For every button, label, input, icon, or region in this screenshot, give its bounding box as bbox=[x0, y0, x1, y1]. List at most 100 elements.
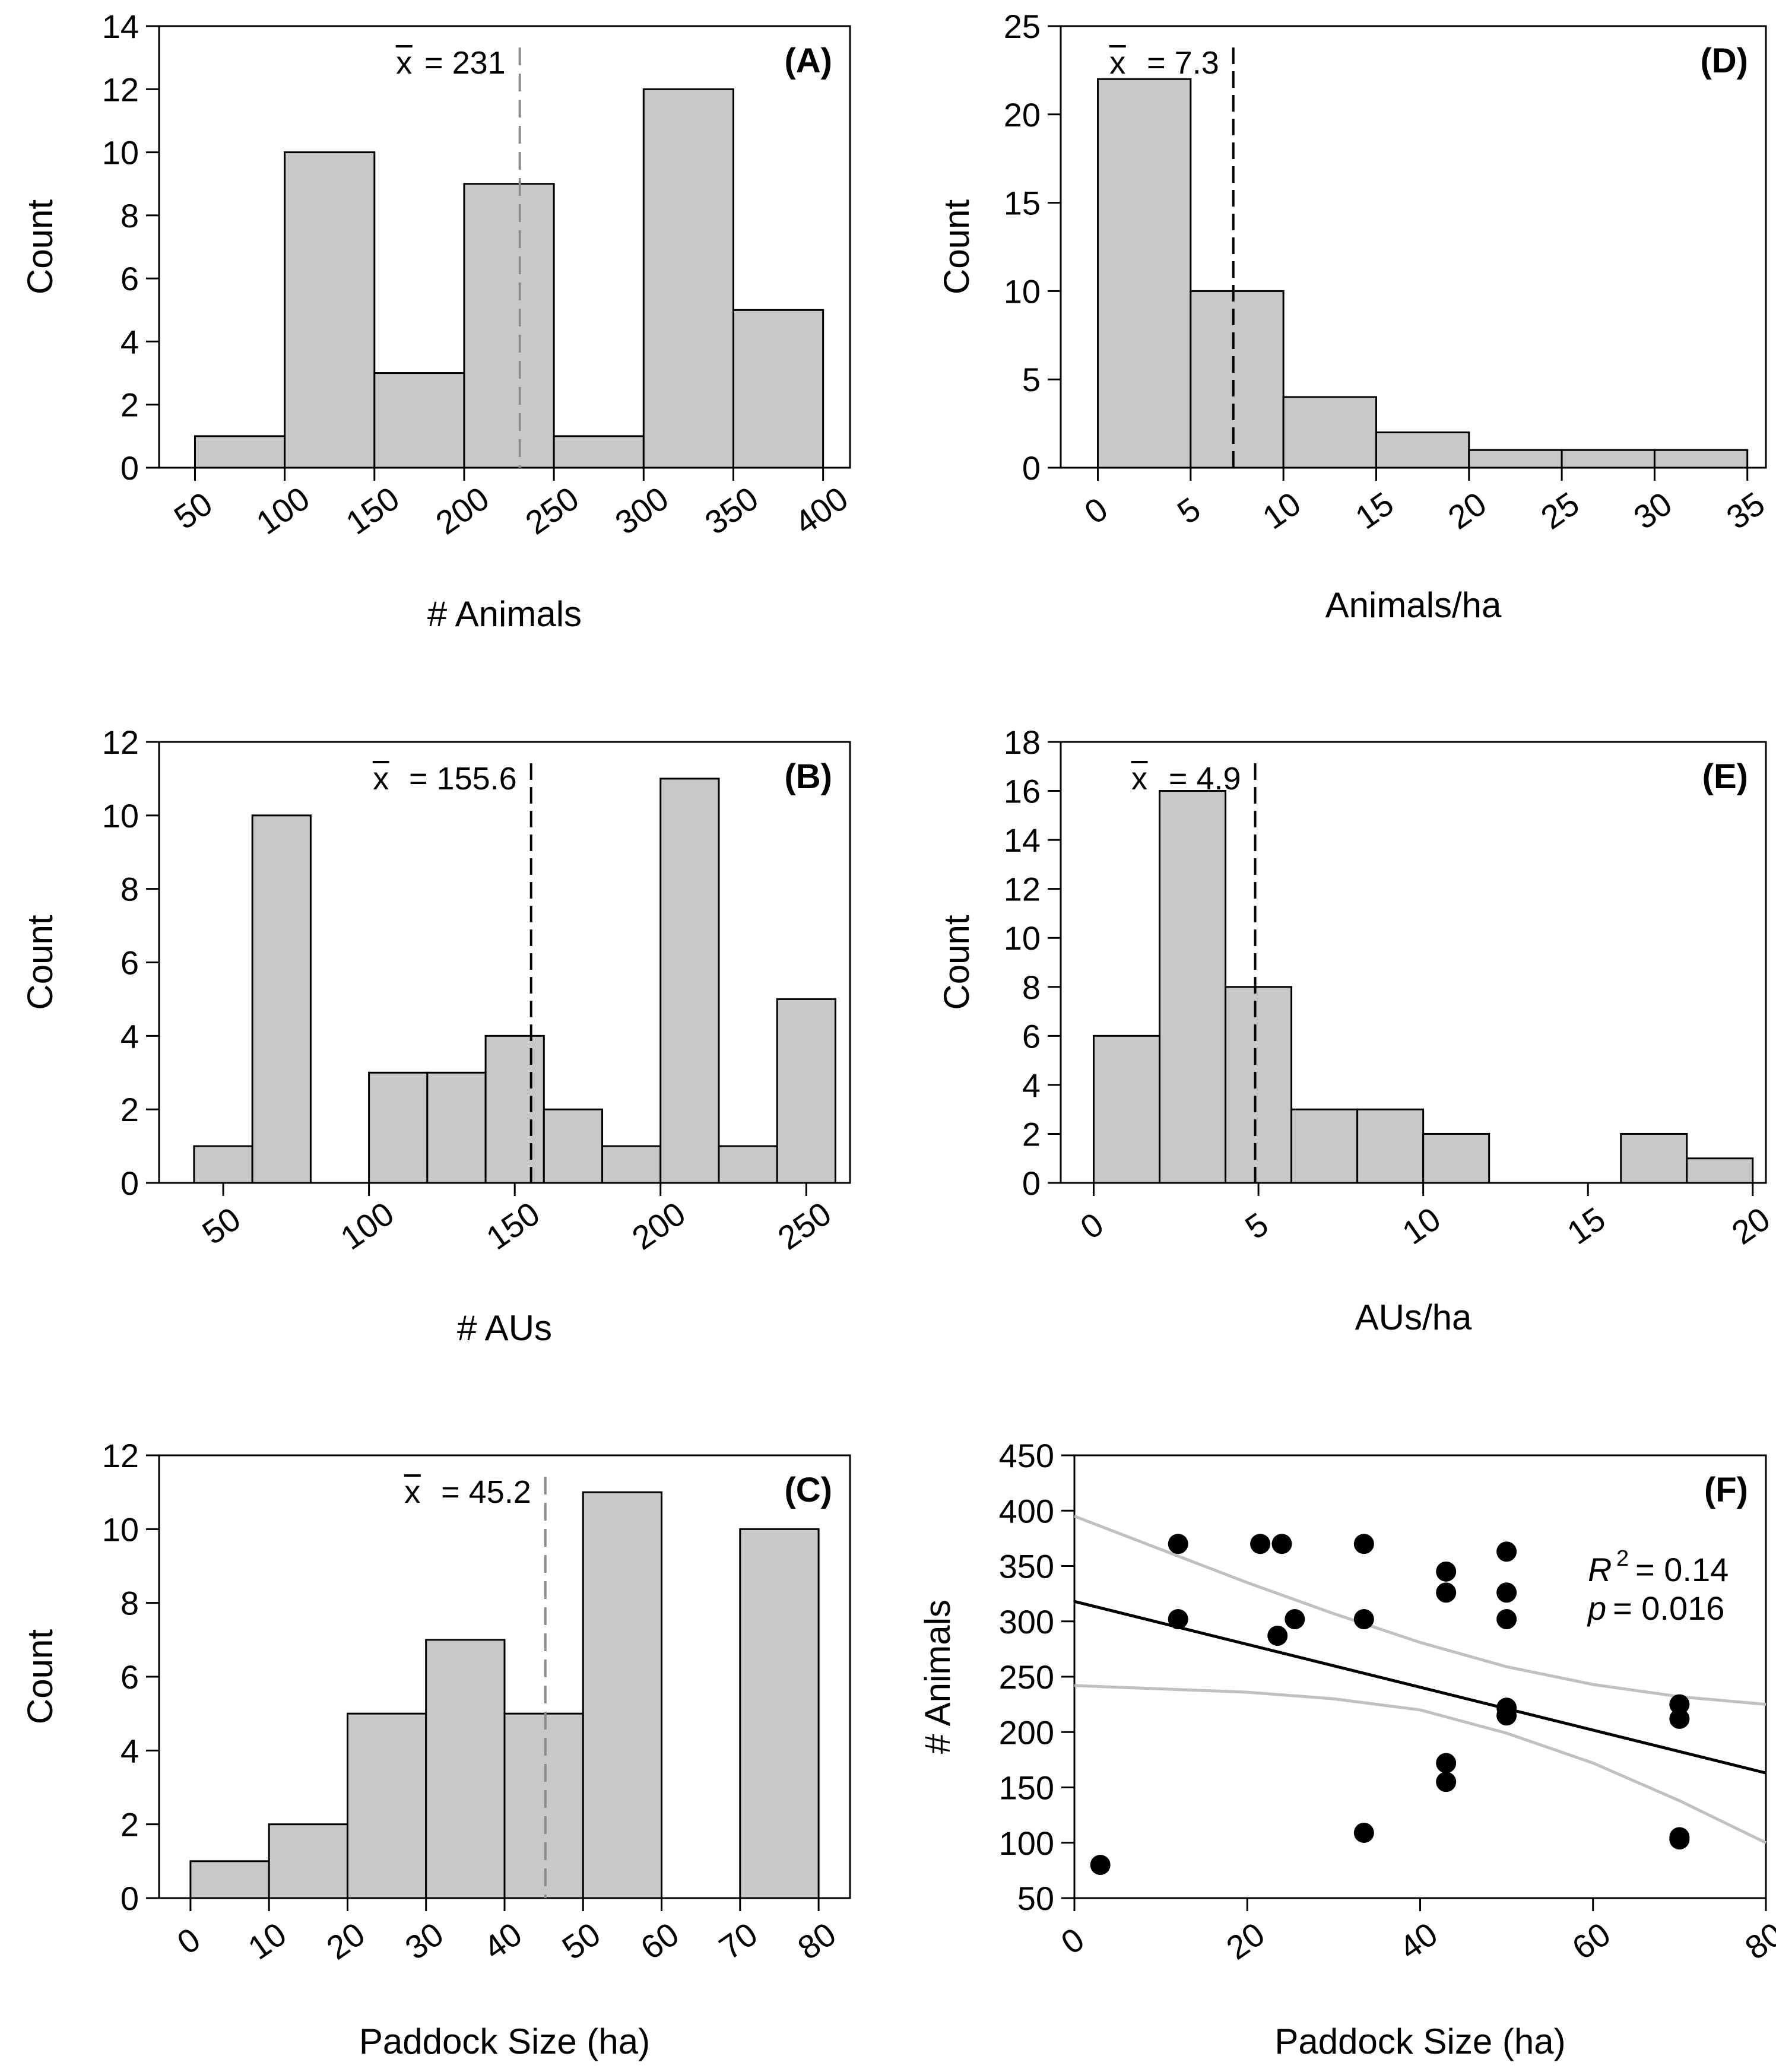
y-tick-label: 2 bbox=[120, 386, 139, 424]
histogram-bar bbox=[601, 1145, 662, 1184]
panel-d: 0 5 10 15 20 25 0 5 10 15 20 25 30 35 Animals/ha Count (… bbox=[937, 8, 1771, 625]
x-tick-label: 15 bbox=[1349, 484, 1400, 536]
panel-label: (D) bbox=[1700, 42, 1748, 80]
mean-symbol: x bbox=[404, 1474, 420, 1510]
ci-lower-line bbox=[1074, 1684, 1767, 1845]
y-tick-label: 0 bbox=[1022, 449, 1041, 487]
histogram-bar bbox=[193, 1145, 253, 1184]
y-tick-label: 25 bbox=[1004, 8, 1041, 45]
y-tick-label: 5 bbox=[1022, 361, 1041, 398]
histogram-bar bbox=[1561, 449, 1656, 469]
x-tick-label: 20 bbox=[1725, 1200, 1776, 1251]
histogram-bar bbox=[368, 1071, 429, 1184]
x-tick-label: 60 bbox=[634, 1915, 686, 1966]
x-tick-label: 50 bbox=[556, 1915, 607, 1966]
panel-a: 0 2 4 6 8 10 12 14 50 100 150 200 250 300 350 400 # Anim… bbox=[20, 8, 855, 634]
panel-label: (F) bbox=[1704, 1471, 1748, 1509]
y-tick-label: 12 bbox=[102, 724, 139, 761]
histogram-bar bbox=[776, 998, 836, 1184]
x-tick-label: 10 bbox=[241, 1915, 293, 1966]
histogram-bar bbox=[1097, 78, 1192, 469]
data-point bbox=[1168, 1534, 1188, 1554]
mean-value-label: = 7.3 bbox=[1147, 45, 1219, 81]
x-tick-label: 100 bbox=[249, 479, 316, 541]
data-point bbox=[1250, 1534, 1271, 1554]
mean-symbol: x bbox=[1109, 45, 1125, 81]
y-tick-label: 400 bbox=[999, 1492, 1054, 1530]
panel-label: (A) bbox=[784, 42, 832, 80]
y-tick-label: 10 bbox=[102, 797, 139, 834]
data-point bbox=[1669, 1829, 1690, 1850]
histogram-bar bbox=[426, 1071, 487, 1184]
y-tick-label: 14 bbox=[1004, 821, 1041, 859]
r-squared-symbol: R bbox=[1588, 1551, 1612, 1588]
y-tick-label: 2 bbox=[120, 1806, 139, 1843]
x-tick-label: 5 bbox=[1171, 490, 1207, 531]
panel-label: (E) bbox=[1702, 757, 1748, 796]
y-tick-label: 10 bbox=[1004, 272, 1041, 310]
histogram-bar bbox=[503, 1712, 584, 1899]
data-point bbox=[1436, 1561, 1457, 1582]
y-tick-label: 0 bbox=[120, 449, 139, 487]
histogram-bar bbox=[732, 309, 824, 469]
histogram-bar bbox=[1225, 986, 1293, 1184]
x-tick-label: 0 bbox=[1054, 1920, 1091, 1961]
y-tick-label: 6 bbox=[120, 1658, 139, 1696]
mean-value-label: = 45.2 bbox=[441, 1474, 531, 1510]
x-tick-label: 5 bbox=[1238, 1205, 1275, 1246]
x-tick-label: 25 bbox=[1534, 484, 1585, 536]
y-tick-label: 18 bbox=[1004, 724, 1041, 761]
histogram-bar bbox=[1290, 1108, 1359, 1184]
y-tick-label: 16 bbox=[1004, 773, 1041, 810]
y-tick-label: 4 bbox=[120, 1732, 139, 1769]
histogram-bar bbox=[739, 1528, 820, 1899]
x-tick-label: 15 bbox=[1560, 1200, 1612, 1251]
data-point bbox=[1267, 1625, 1288, 1646]
x-tick-label: 50 bbox=[167, 484, 219, 536]
y-axis-title: Count bbox=[937, 915, 976, 1010]
histogram-bar bbox=[1620, 1132, 1688, 1184]
x-tick-label: 200 bbox=[429, 479, 496, 541]
histogram-bar bbox=[194, 435, 286, 469]
panel-b: 0 2 4 6 8 10 12 50 100 150 200 250 # AUs Count (B) = 15… bbox=[20, 724, 851, 1348]
histogram-bar bbox=[1375, 431, 1470, 469]
x-tick-label: 20 bbox=[320, 1915, 372, 1966]
y-tick-label: 10 bbox=[1004, 919, 1041, 957]
y-tick-label: 450 bbox=[999, 1437, 1054, 1474]
data-point bbox=[1353, 1609, 1374, 1630]
x-tick-label: 20 bbox=[1219, 1915, 1271, 1966]
x-tick-label: 40 bbox=[477, 1915, 528, 1966]
data-point bbox=[1353, 1534, 1374, 1554]
x-tick-label: 250 bbox=[771, 1194, 838, 1256]
x-axis-title: # AUs bbox=[457, 1308, 552, 1348]
y-tick-label: 300 bbox=[999, 1603, 1054, 1641]
x-tick-label: 0 bbox=[1078, 490, 1115, 531]
mean-value-label: = 231 bbox=[424, 45, 506, 81]
y-axis-title: Count bbox=[20, 199, 60, 294]
y-tick-label: 10 bbox=[102, 1511, 139, 1548]
y-axis-title: Count bbox=[20, 915, 60, 1010]
mean-value-label: = 155.6 bbox=[409, 761, 517, 797]
y-tick-label: 0 bbox=[120, 1164, 139, 1202]
y-tick-label: 14 bbox=[102, 8, 139, 45]
x-axis-title: Paddock Size (ha) bbox=[1274, 2022, 1565, 2061]
y-tick-label: 6 bbox=[120, 944, 139, 982]
x-tick-label: 0 bbox=[170, 1920, 207, 1961]
x-tick-label: 60 bbox=[1565, 1915, 1617, 1966]
x-tick-label: 10 bbox=[1255, 484, 1307, 536]
panel-label: (C) bbox=[784, 1471, 832, 1509]
data-point bbox=[1436, 1753, 1457, 1773]
histogram-bar bbox=[582, 1491, 663, 1899]
histogram-bar bbox=[251, 814, 312, 1184]
x-tick-label: 400 bbox=[788, 479, 855, 541]
histogram-bar bbox=[642, 88, 734, 469]
histogram-bar bbox=[543, 1108, 604, 1184]
mean-symbol: x bbox=[1131, 761, 1147, 797]
histogram-bar bbox=[1282, 396, 1377, 469]
y-tick-label: 100 bbox=[999, 1824, 1054, 1862]
x-tick-label: 150 bbox=[480, 1194, 547, 1256]
histogram-bar bbox=[346, 1712, 427, 1899]
data-point bbox=[1496, 1609, 1517, 1630]
y-tick-label: 50 bbox=[1017, 1880, 1054, 1917]
data-point bbox=[1496, 1582, 1517, 1603]
